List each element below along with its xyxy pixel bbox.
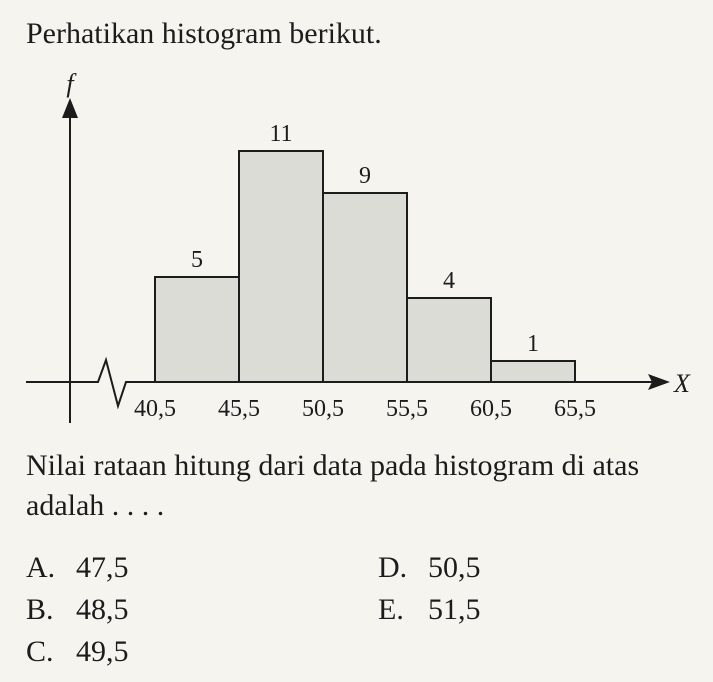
x-tick-label-5: 65,5 bbox=[554, 396, 596, 422]
histogram-chart: f X 5 11 9 4 1 40,5 45,5 50,5 55,5 60,5 65,5 bbox=[26, 69, 691, 423]
option-b[interactable]: B. 48,5 bbox=[26, 590, 129, 630]
bar-2 bbox=[322, 192, 408, 383]
x-axis-label: X bbox=[673, 369, 691, 398]
option-c-letter: C. bbox=[26, 635, 54, 668]
option-d-value: 50,5 bbox=[428, 551, 481, 584]
option-e[interactable]: E. 51,5 bbox=[378, 590, 481, 630]
option-b-letter: B. bbox=[26, 593, 54, 626]
bar-value-label-4: 1 bbox=[527, 331, 539, 357]
question-text: Nilai rataan hitung dari data pada histo… bbox=[26, 449, 640, 522]
y-axis-label: f bbox=[66, 69, 77, 98]
option-e-letter: E. bbox=[378, 593, 404, 626]
bar-4 bbox=[490, 360, 576, 383]
intro-text: Perhatikan histogram berikut. bbox=[26, 17, 382, 50]
option-a-letter: A. bbox=[26, 551, 56, 584]
option-d-letter: D. bbox=[378, 551, 408, 584]
option-c-value: 49,5 bbox=[76, 635, 129, 668]
bar-value-label-3: 4 bbox=[443, 268, 455, 294]
bar-value-label-2: 9 bbox=[359, 163, 371, 189]
bar-value-label-0: 5 bbox=[191, 247, 203, 273]
x-tick-label-0: 40,5 bbox=[134, 396, 176, 422]
bar-3 bbox=[406, 297, 492, 383]
option-a[interactable]: A. 47,5 bbox=[26, 548, 129, 588]
option-e-value: 51,5 bbox=[428, 593, 481, 626]
labels: f X 5 11 9 4 1 40,5 45,5 50,5 55,5 60,5 65,5 bbox=[66, 69, 691, 422]
option-d[interactable]: D. 50,5 bbox=[378, 548, 481, 588]
y-axis-arrow bbox=[62, 98, 78, 118]
bars bbox=[154, 150, 576, 383]
bar-0 bbox=[154, 276, 240, 383]
option-a-value: 47,5 bbox=[76, 551, 129, 584]
x-tick-label-4: 60,5 bbox=[470, 396, 512, 422]
x-tick-label-2: 50,5 bbox=[302, 396, 344, 422]
option-c[interactable]: C. 49,5 bbox=[26, 632, 129, 672]
bar-value-label-1: 11 bbox=[269, 121, 292, 147]
x-tick-label-3: 55,5 bbox=[386, 396, 428, 422]
x-axis-arrow bbox=[648, 374, 670, 390]
bar-1 bbox=[238, 150, 324, 383]
x-tick-label-1: 45,5 bbox=[218, 396, 260, 422]
option-b-value: 48,5 bbox=[76, 593, 129, 626]
